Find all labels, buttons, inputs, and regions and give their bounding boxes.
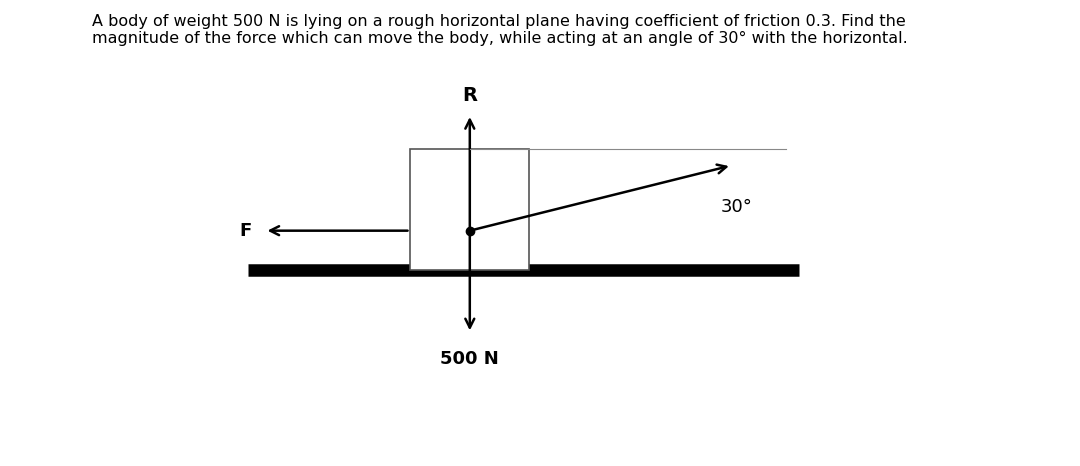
Text: F: F (240, 222, 252, 240)
Bar (410, 149, 529, 270)
Text: 500 N: 500 N (441, 350, 499, 368)
Text: 30°: 30° (720, 199, 753, 216)
Text: A body of weight 500 N is lying on a rough horizontal plane having coefficient o: A body of weight 500 N is lying on a rou… (92, 14, 907, 47)
Text: R: R (462, 86, 477, 105)
